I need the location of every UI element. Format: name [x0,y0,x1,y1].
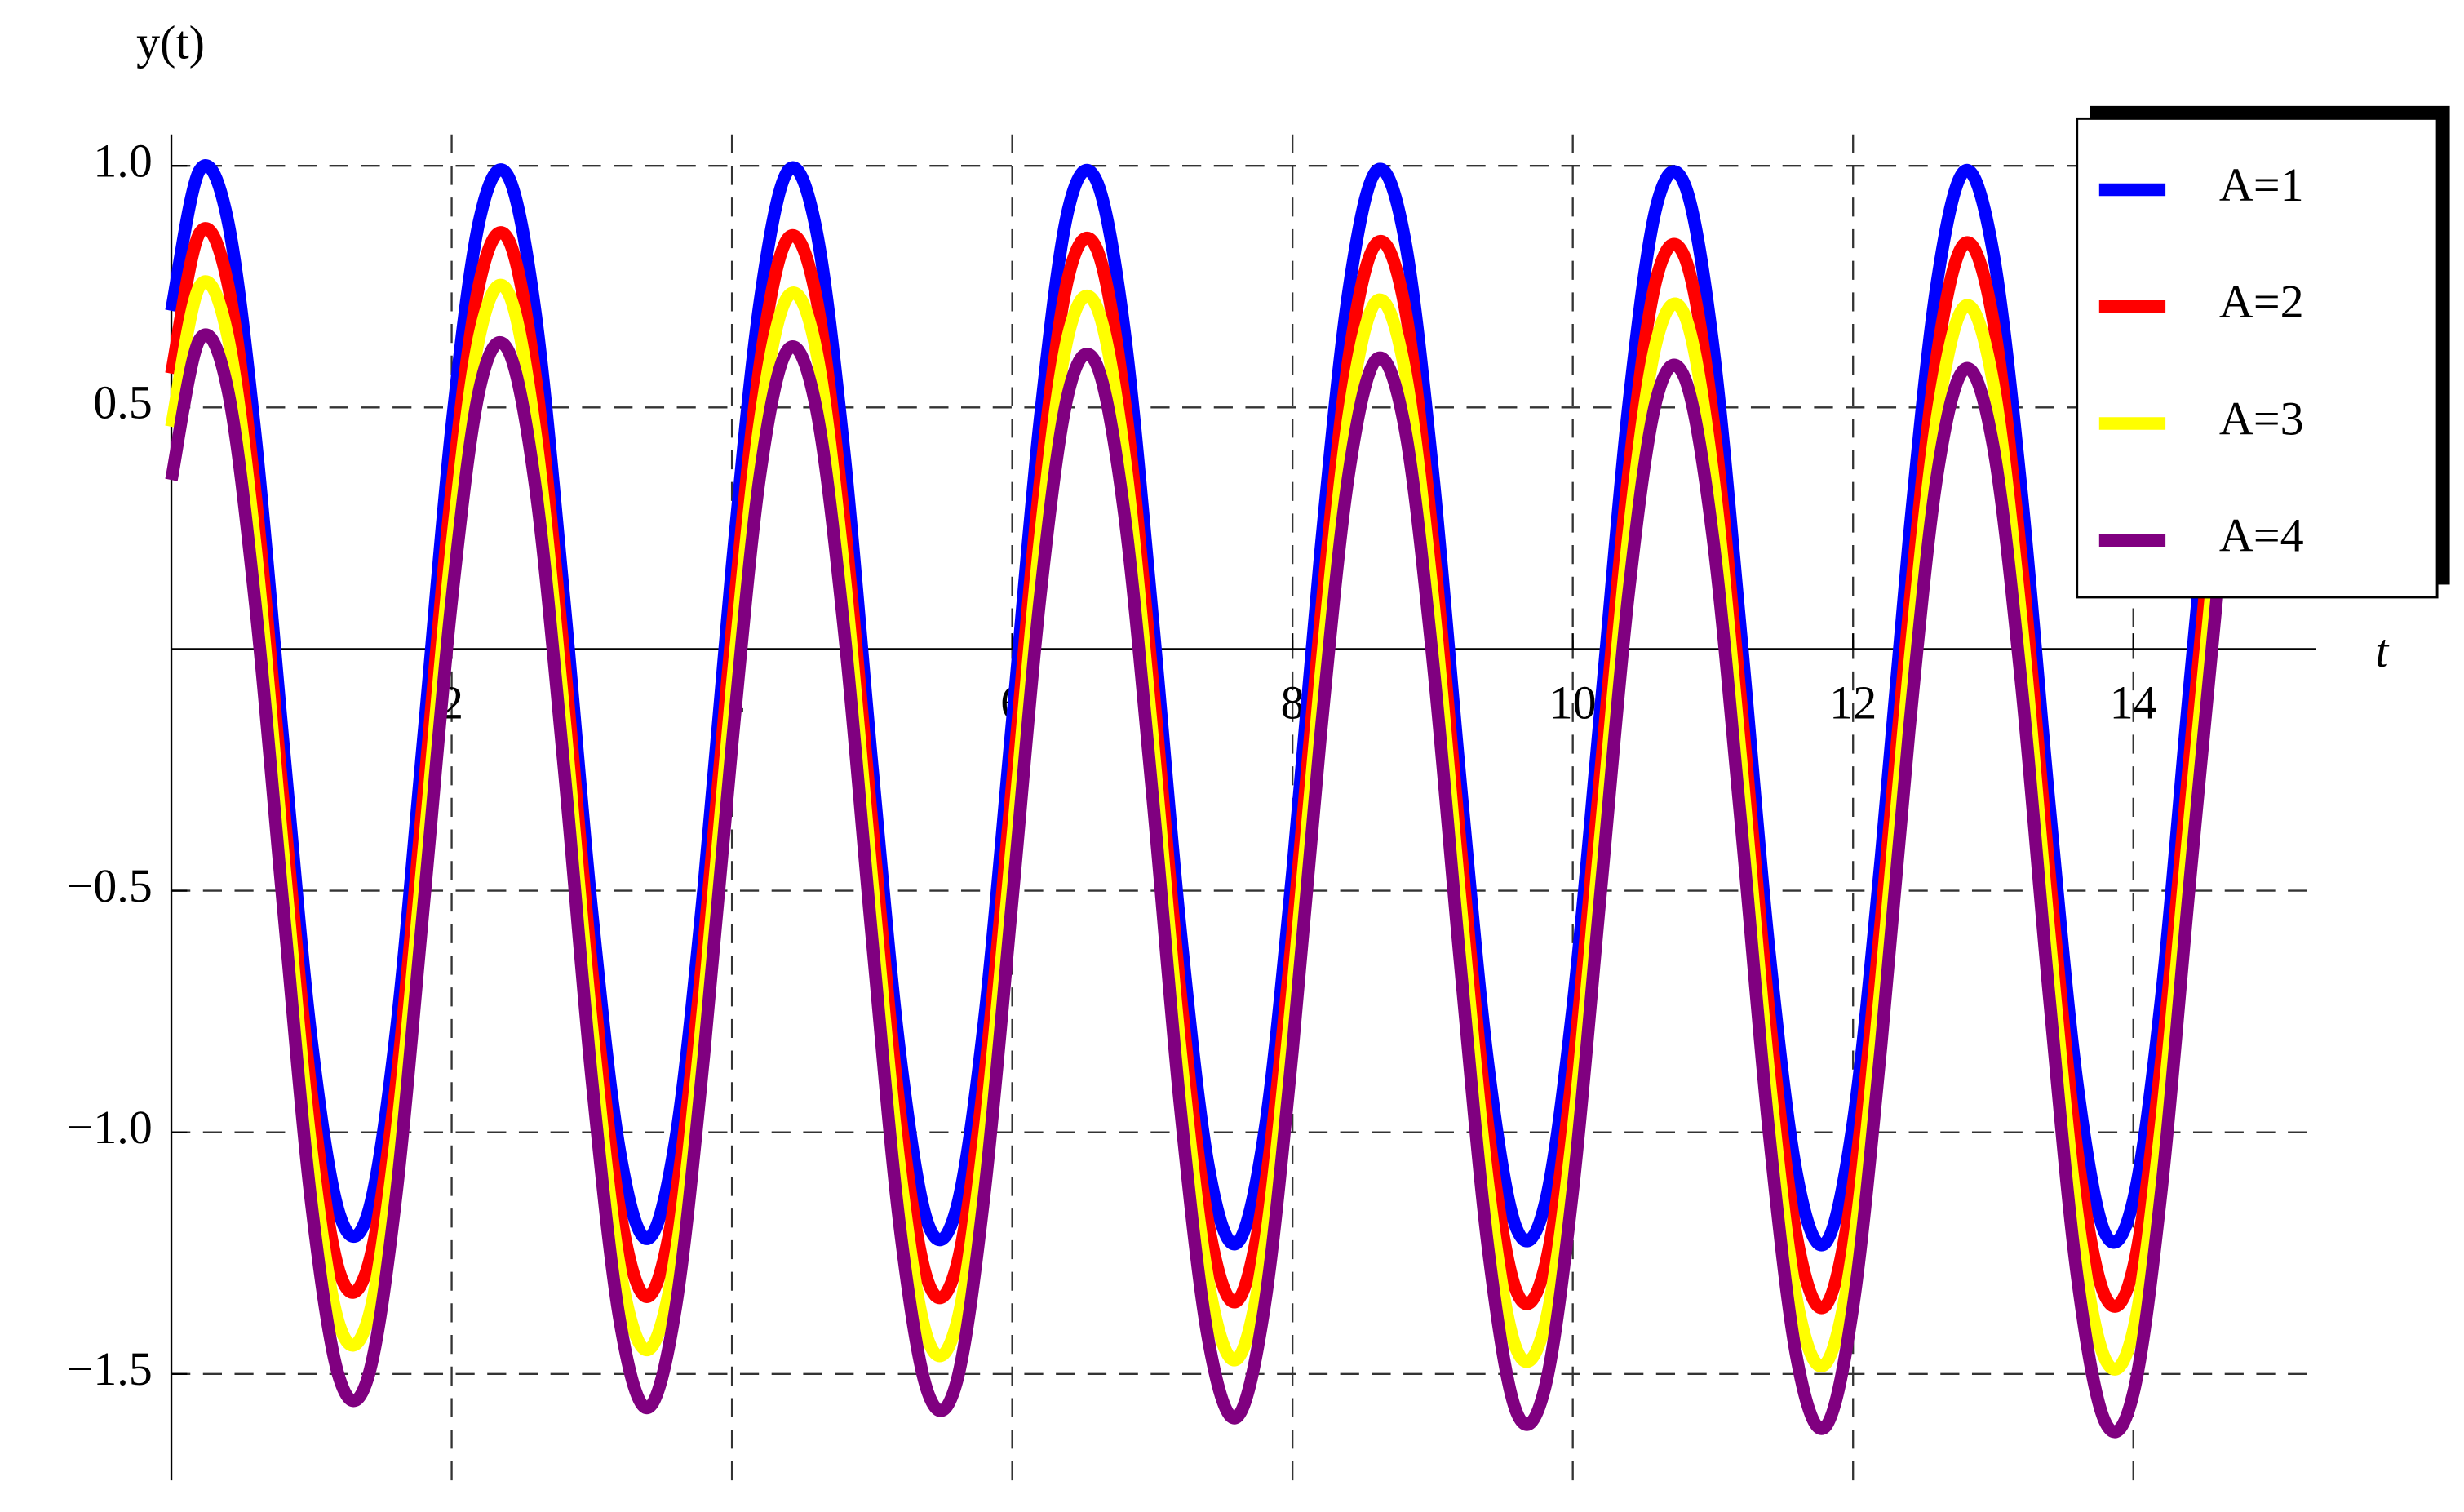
legend: A=1 A=2 A=3 A=4 [2076,105,2450,599]
x-axis-label: t [2375,624,2390,677]
y-tick-label: 0.5 [93,376,153,429]
legend-label: A=4 [2219,509,2304,562]
y-tick-label: −1.0 [66,1101,152,1154]
legend-label: A=3 [2219,392,2304,445]
x-tick-label: 14 [2110,676,2157,729]
y-tick-label: 1.0 [93,135,153,188]
line-series [165,328,2224,1439]
legend-label: A=1 [2219,158,2304,211]
x-tick-label: 12 [1829,676,1877,729]
legend-label: A=2 [2219,275,2304,328]
y-tick-label: −1.5 [66,1342,152,1395]
legend-box [2076,117,2439,599]
y-axis-label: y(t) [136,16,205,69]
x-tick-label: 10 [1549,676,1597,729]
y-tick-label: −0.5 [66,859,152,912]
curves [165,159,2224,1439]
